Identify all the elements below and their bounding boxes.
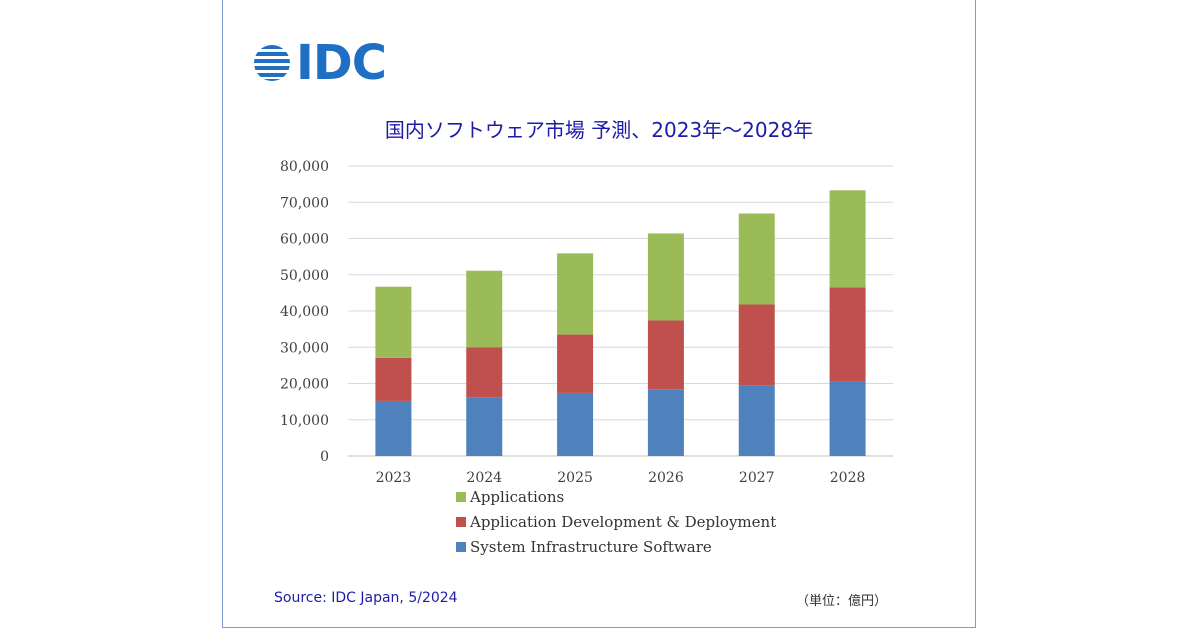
legend: Applications Application Development & D… <box>456 484 776 559</box>
legend-label: Applications <box>470 487 565 506</box>
bar-segment-2028-2 <box>829 190 866 288</box>
idc-logo: IDC <box>254 35 387 91</box>
grid-lines <box>348 165 893 457</box>
legend-item-system-infrastructure: System Infrastructure Software <box>456 534 776 559</box>
x-tick-label: 2028 <box>830 470 866 486</box>
logo-text: IDC <box>296 35 387 91</box>
bar-segment-2025-2 <box>557 253 594 335</box>
x-tick-label: 2024 <box>466 470 502 486</box>
legend-swatch <box>456 491 466 502</box>
x-tick-label: 2026 <box>648 470 684 486</box>
bar-segment-2023-1 <box>375 357 412 401</box>
legend-swatch <box>456 541 466 552</box>
bar-segment-2024-0 <box>466 397 503 456</box>
bar-segment-2027-0 <box>738 385 775 456</box>
legend-item-app-dev-deployment: Application Development & Deployment <box>456 509 776 534</box>
bar-segment-2026-1 <box>647 320 684 390</box>
bar-segment-2025-0 <box>557 392 594 456</box>
bar-segment-2025-1 <box>557 334 594 393</box>
bar-segment-2023-0 <box>375 400 412 456</box>
y-tick-label: 70,000 <box>280 195 329 211</box>
x-tick-label: 2025 <box>557 470 593 486</box>
legend-swatch <box>456 516 466 527</box>
bar-segment-2027-2 <box>738 213 775 305</box>
y-tick-label: 0 <box>320 449 329 465</box>
bar-segment-2027-1 <box>738 304 775 386</box>
y-tick-label: 40,000 <box>280 304 329 320</box>
globe-logo-icon <box>254 45 290 81</box>
legend-label: System Infrastructure Software <box>470 537 712 556</box>
source-note: Source: IDC Japan, 5/2024 <box>274 590 458 606</box>
y-tick-label: 60,000 <box>280 232 329 248</box>
y-tick-label: 20,000 <box>280 377 329 393</box>
y-tick-label: 50,000 <box>280 268 329 284</box>
bar-segment-2024-1 <box>466 347 503 398</box>
y-tick-label: 80,000 <box>280 159 329 175</box>
bars <box>375 190 866 456</box>
bar-segment-2026-0 <box>647 389 684 456</box>
x-tick-label: 2027 <box>739 470 775 486</box>
x-axis-ticks: 2023 2024 2025 2026 2027 2028 <box>376 470 866 486</box>
legend-label: Application Development & Deployment <box>470 512 777 531</box>
chart-title: 国内ソフトウェア市場 予測、2023年～2028年 <box>384 118 814 142</box>
legend-item-applications: Applications <box>456 484 776 509</box>
bar-segment-2026-2 <box>647 233 684 321</box>
x-tick-label: 2023 <box>376 470 412 486</box>
bar-segment-2028-1 <box>829 287 866 382</box>
bar-segment-2024-2 <box>466 270 503 348</box>
y-tick-label: 10,000 <box>280 413 329 429</box>
y-axis-ticks: 0 10,000 20,000 30,000 40,000 50,000 60,000 70,… <box>280 159 329 465</box>
bar-segment-2023-2 <box>375 286 412 358</box>
bar-segment-2028-0 <box>829 381 866 456</box>
unit-note: （単位：億円） <box>796 594 888 609</box>
y-tick-label: 30,000 <box>280 340 329 356</box>
